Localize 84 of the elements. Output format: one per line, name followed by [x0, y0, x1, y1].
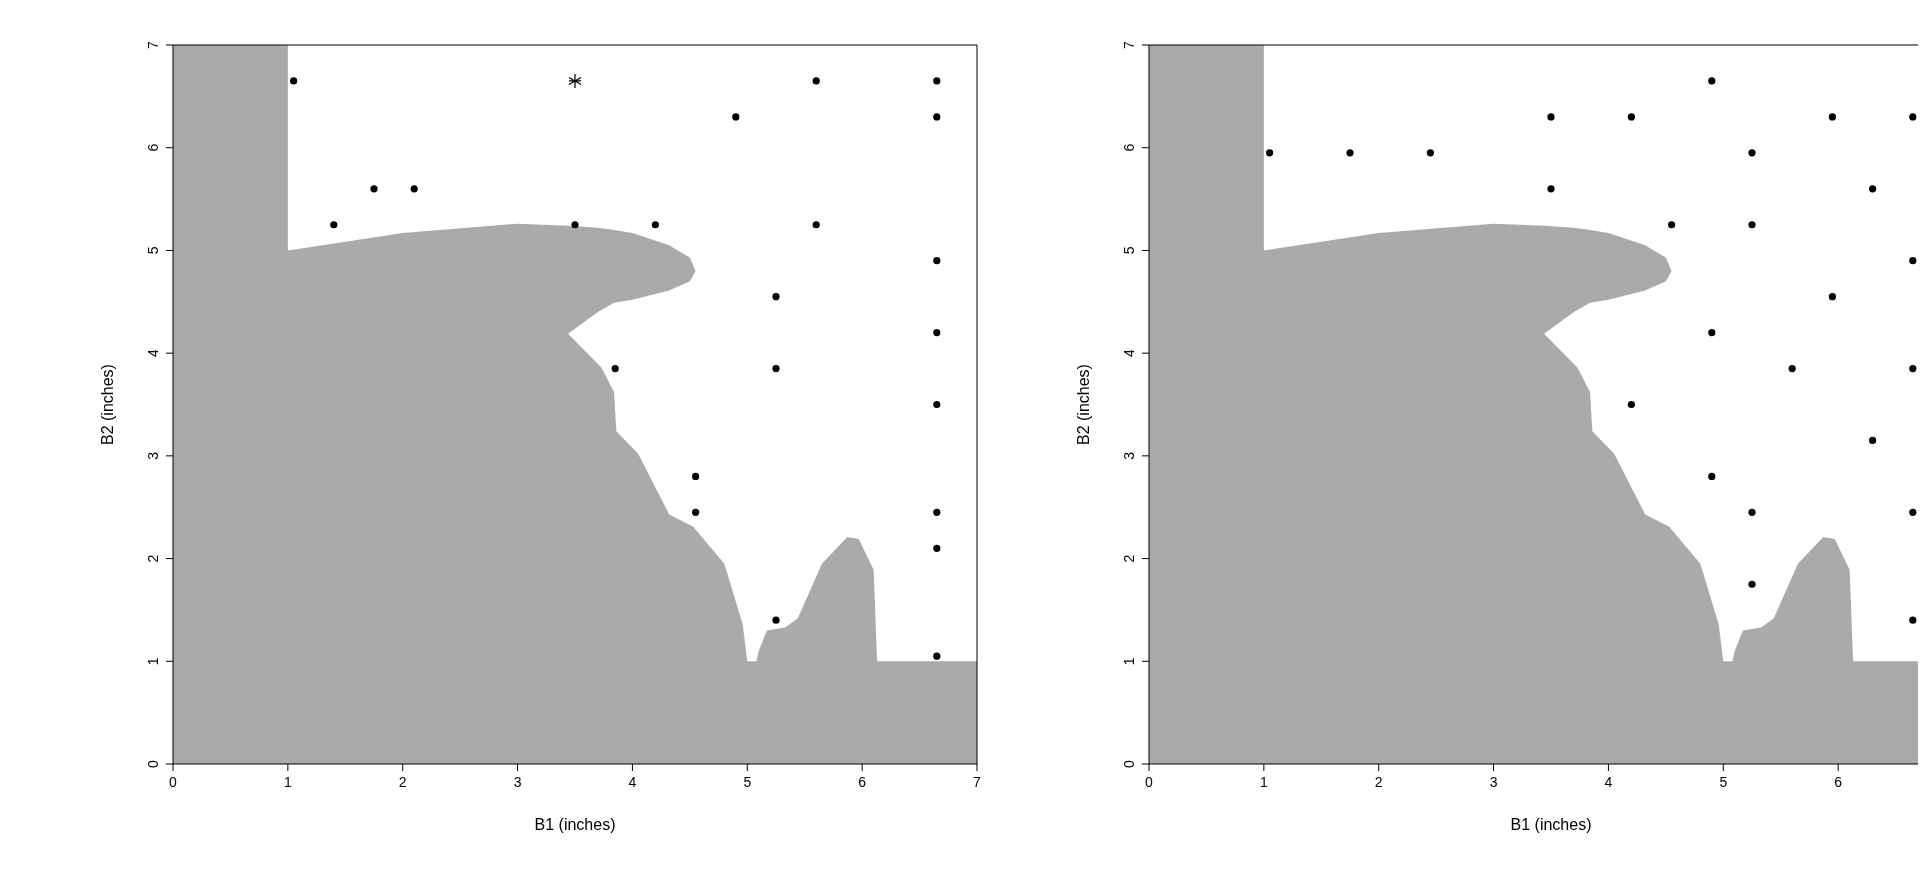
- y-tick-label: 5: [145, 246, 161, 255]
- point: [692, 508, 700, 516]
- point: [290, 77, 298, 85]
- y-tick-label: 6: [1121, 143, 1137, 152]
- point: [1266, 149, 1274, 157]
- point: [370, 185, 378, 193]
- y-tick-label: 2: [145, 554, 161, 563]
- y-axis-title: B2 (inches): [1074, 364, 1092, 445]
- point: [1426, 149, 1434, 157]
- x-axis-title: B1 (inches): [534, 816, 616, 833]
- x-tick-label: 5: [743, 774, 752, 790]
- point: [1788, 364, 1796, 373]
- point: [812, 77, 820, 85]
- point: [692, 472, 700, 480]
- x-tick-label: 2: [1374, 774, 1383, 790]
- y-tick-label: 7: [145, 40, 161, 49]
- point: [1748, 580, 1756, 588]
- point: [1828, 293, 1836, 301]
- x-tick-label: 6: [1834, 774, 1843, 790]
- point: [933, 508, 941, 516]
- y-tick-label: 1: [145, 657, 161, 666]
- y-tick-label: 7: [1121, 40, 1137, 49]
- y-tick-label: 6: [145, 143, 161, 152]
- x-tick-label: 3: [513, 774, 522, 790]
- point: [933, 652, 941, 660]
- point: [772, 364, 780, 373]
- point: [1748, 221, 1756, 229]
- x-tick-label: 0: [169, 774, 178, 790]
- point: [1748, 149, 1756, 157]
- point: [933, 257, 941, 265]
- y-tick-label: 4: [145, 349, 161, 358]
- point: [772, 616, 780, 624]
- point: [1748, 508, 1756, 516]
- y-tick-label: 4: [1121, 349, 1137, 358]
- point: [1909, 113, 1917, 121]
- y-tick-label: 3: [1121, 451, 1137, 460]
- point: [1627, 113, 1635, 121]
- point: [1828, 113, 1836, 121]
- point: [568, 73, 582, 89]
- y-tick-label: 1: [1121, 657, 1137, 666]
- x-tick-label: 0: [1145, 774, 1154, 790]
- point: [772, 293, 780, 301]
- point: [651, 221, 659, 229]
- x-tick-label: 4: [1604, 774, 1613, 790]
- point: [1708, 77, 1716, 85]
- point: [330, 221, 338, 229]
- y-axis-title: B2 (inches): [98, 364, 116, 445]
- point: [1668, 221, 1676, 229]
- point: [1547, 185, 1555, 193]
- point: [1627, 400, 1635, 409]
- x-tick-label: 5: [1719, 774, 1728, 790]
- point: [1869, 185, 1877, 193]
- y-tick-label: 0: [1121, 759, 1137, 768]
- point: [1547, 113, 1555, 121]
- x-tick-label: 6: [858, 774, 867, 790]
- y-tick-label: 5: [1121, 246, 1137, 255]
- x-tick-label: 2: [398, 774, 407, 790]
- point: [611, 364, 619, 373]
- point: [1869, 436, 1877, 445]
- point: [933, 400, 941, 409]
- point: [410, 185, 418, 193]
- point: [1909, 616, 1917, 624]
- point: [933, 329, 941, 337]
- y-tick-label: 2: [1121, 554, 1137, 563]
- point: [812, 221, 820, 229]
- point: [1909, 508, 1917, 516]
- x-tick-label: 3: [1489, 774, 1498, 790]
- x-tick-label: 1: [283, 774, 292, 790]
- y-tick-label: 3: [145, 451, 161, 460]
- x-tick-label: 4: [628, 774, 637, 790]
- point: [732, 113, 740, 121]
- x-axis-title: B1 (inches): [1510, 816, 1592, 833]
- point: [571, 221, 579, 229]
- point: [1909, 257, 1917, 265]
- point: [1708, 329, 1716, 337]
- y-tick-label: 0: [145, 759, 161, 768]
- point: [1909, 364, 1917, 373]
- point: [1708, 472, 1716, 480]
- x-tick-label: 7: [973, 774, 982, 790]
- point: [1346, 149, 1354, 157]
- point: [933, 113, 941, 121]
- point: [933, 77, 941, 85]
- point: [933, 544, 941, 552]
- x-tick-label: 1: [1259, 774, 1268, 790]
